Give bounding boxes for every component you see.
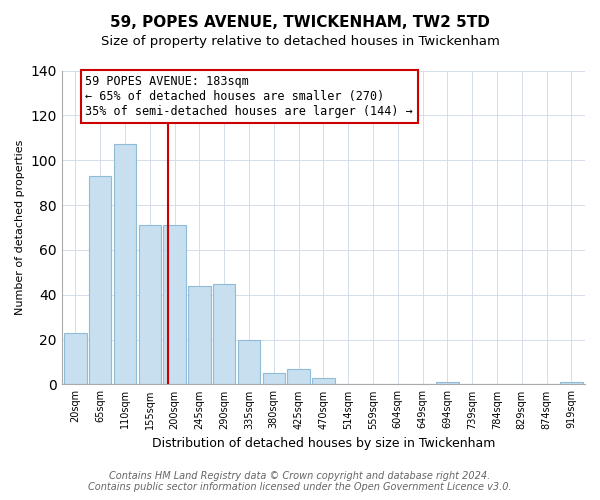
Bar — [238, 340, 260, 384]
Y-axis label: Number of detached properties: Number of detached properties — [15, 140, 25, 315]
Text: Contains HM Land Registry data © Crown copyright and database right 2024.
Contai: Contains HM Land Registry data © Crown c… — [88, 471, 512, 492]
Bar — [114, 144, 136, 384]
Bar — [436, 382, 458, 384]
Bar — [213, 284, 235, 384]
Bar — [560, 382, 583, 384]
Bar — [89, 176, 112, 384]
Bar — [163, 225, 186, 384]
Bar — [188, 286, 211, 384]
Bar — [64, 333, 86, 384]
Text: Size of property relative to detached houses in Twickenham: Size of property relative to detached ho… — [101, 35, 499, 48]
Text: 59, POPES AVENUE, TWICKENHAM, TW2 5TD: 59, POPES AVENUE, TWICKENHAM, TW2 5TD — [110, 15, 490, 30]
Bar — [263, 373, 285, 384]
Text: 59 POPES AVENUE: 183sqm
← 65% of detached houses are smaller (270)
35% of semi-d: 59 POPES AVENUE: 183sqm ← 65% of detache… — [85, 75, 413, 118]
Bar — [312, 378, 335, 384]
X-axis label: Distribution of detached houses by size in Twickenham: Distribution of detached houses by size … — [152, 437, 495, 450]
Bar — [287, 368, 310, 384]
Bar — [139, 225, 161, 384]
